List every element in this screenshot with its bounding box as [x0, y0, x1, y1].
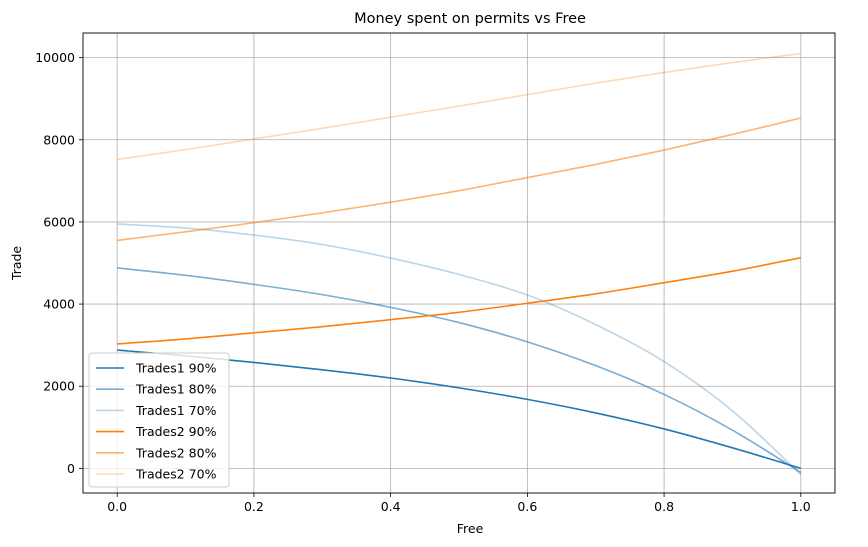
- x-axis-label: Free: [457, 521, 484, 536]
- series-line-3: [117, 223, 802, 476]
- x-tick-label: 0.8: [654, 499, 674, 514]
- series-line-6: [117, 52, 801, 161]
- legend-label: Trades2 70%: [135, 467, 217, 482]
- y-tick-label: 0: [67, 461, 75, 476]
- series-line-1: [117, 349, 802, 470]
- legend-label: Trades1 80%: [135, 382, 217, 397]
- x-tick-label: 0.0: [107, 499, 127, 514]
- y-axis-label: Trade: [9, 246, 24, 282]
- y-tick-label: 6000: [43, 214, 75, 229]
- legend-label: Trades1 70%: [135, 403, 217, 418]
- x-tick-label: 1.0: [791, 499, 811, 514]
- series-layer: [117, 52, 802, 476]
- y-tick-label: 8000: [43, 132, 75, 147]
- plot-frame: [82, 32, 836, 494]
- series-line-4: [117, 256, 801, 345]
- x-axis: 0.0 0.2 0.4 0.6 0.8 1.0: [107, 493, 811, 514]
- series-line-2: [117, 267, 802, 474]
- legend-label: Trades1 90%: [135, 361, 217, 376]
- legend: Trades1 90% Trades1 80% Trades1 70% Trades2…: [88, 352, 230, 488]
- legend-label: Trades2 90%: [135, 424, 217, 439]
- y-tick-label: 10000: [35, 50, 75, 65]
- x-tick-label: 0.2: [244, 499, 264, 514]
- x-tick-label: 0.6: [517, 499, 537, 514]
- chart-title: Money spent on permits vs Free: [354, 11, 586, 27]
- x-tick-label: 0.4: [381, 499, 401, 514]
- legend-label: Trades2 80%: [135, 445, 217, 460]
- y-tick-label: 4000: [43, 297, 75, 312]
- series-line-5: [117, 117, 802, 242]
- y-axis: 0 2000 4000 6000 8000 10000: [35, 50, 83, 476]
- y-tick-label: 2000: [43, 379, 75, 394]
